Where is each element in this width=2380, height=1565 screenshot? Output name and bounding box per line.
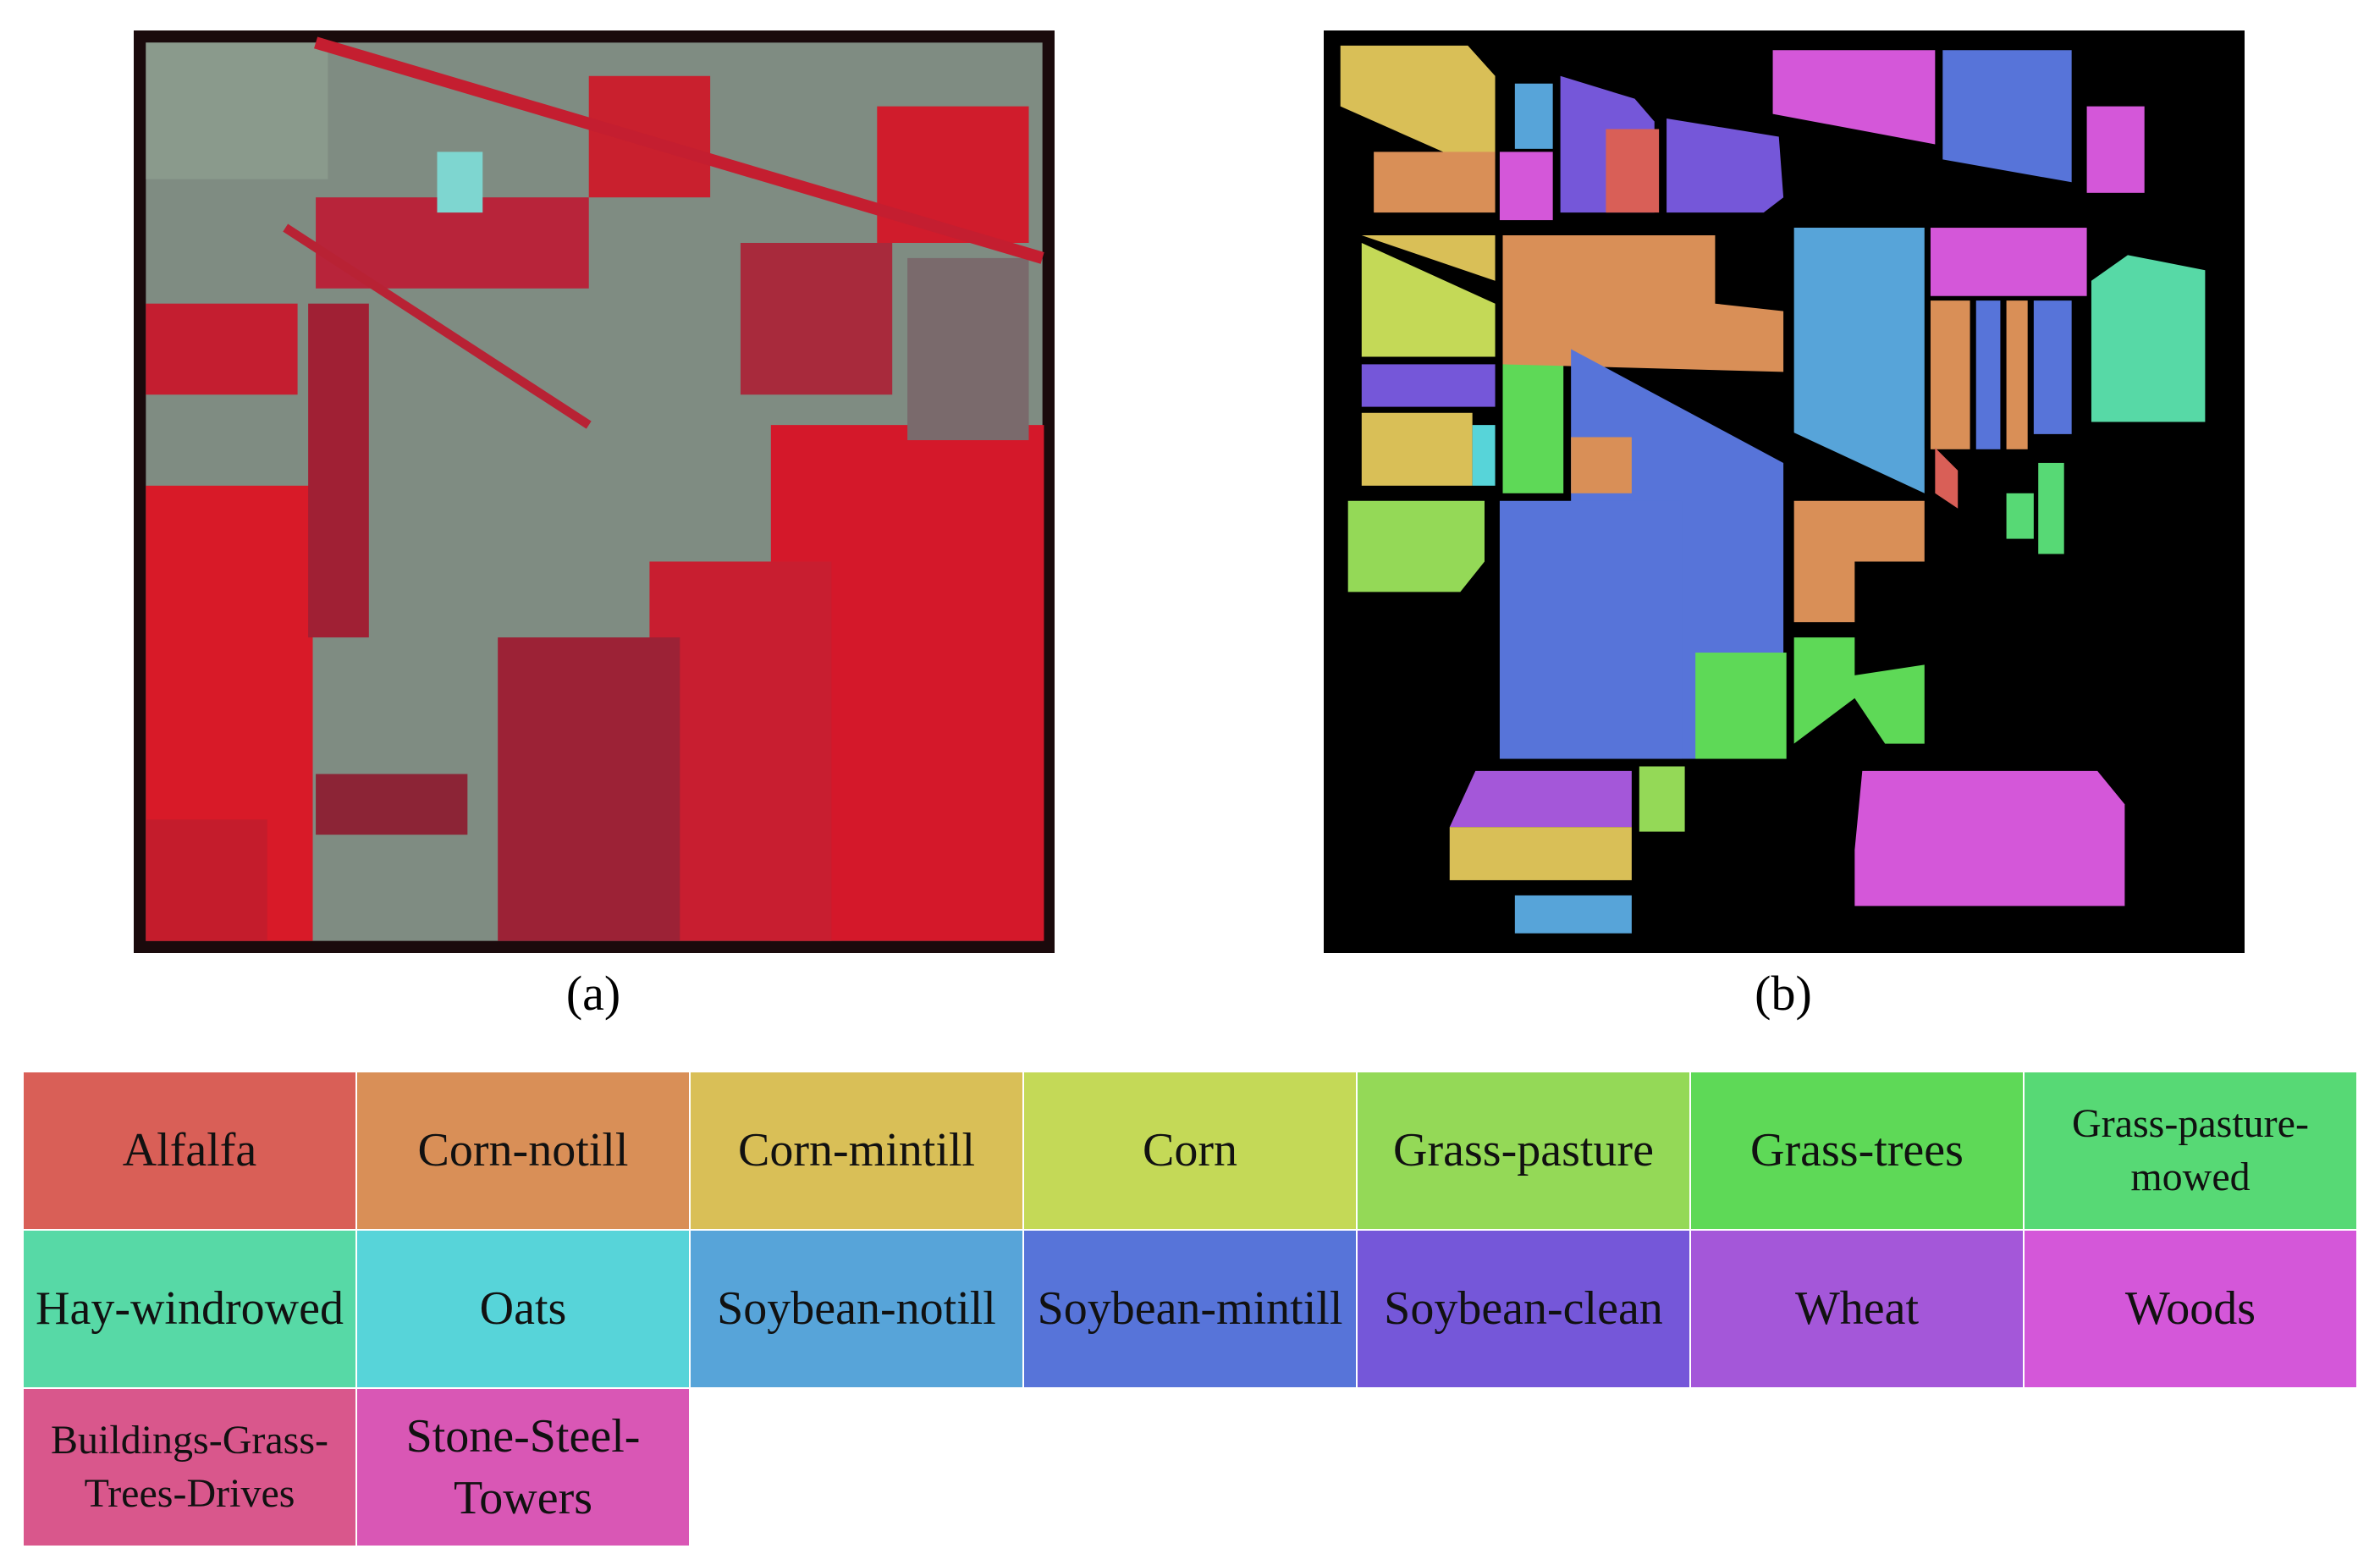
- legend-cell: Hay-windrowed: [23, 1230, 356, 1388]
- class-region: [1942, 50, 2072, 183]
- class-region: [1606, 129, 1660, 213]
- class-region: [1772, 50, 1936, 145]
- class-region: [2091, 255, 2206, 422]
- class-region: [1930, 300, 1970, 449]
- class-region: [1472, 425, 1496, 486]
- class-region: [2033, 300, 2072, 434]
- legend-cell: Wheat: [1690, 1230, 2024, 1388]
- class-region: [1793, 228, 1925, 493]
- legend-cell: Soybean-notill: [690, 1230, 1023, 1388]
- legend-cell: Grass-trees: [1690, 1072, 2024, 1230]
- class-region: [1639, 766, 1685, 832]
- class-region: [1935, 448, 1959, 509]
- class-region: [1667, 118, 1784, 213]
- class-region: [2086, 106, 2145, 193]
- legend-cell: Stone-Steel-Towers: [356, 1388, 690, 1546]
- class-region: [1571, 437, 1632, 493]
- class-region: [2006, 493, 2034, 539]
- class-region: [2038, 462, 2064, 554]
- legend-cell: Woods: [2024, 1230, 2357, 1388]
- legend-cell: Corn-notill: [356, 1072, 690, 1230]
- legend-cell: Soybean-clean: [1357, 1230, 1690, 1388]
- class-region: [1695, 653, 1787, 759]
- class-region: [2006, 300, 2028, 449]
- class-region: [1449, 827, 1632, 880]
- legend-cell: Corn-mintill: [690, 1072, 1023, 1230]
- class-region: [1502, 235, 1784, 372]
- false-color-image: [134, 30, 1055, 953]
- caption: (a): [565, 966, 621, 1021]
- legend-cell: Corn: [1023, 1072, 1357, 1230]
- class-region: [1514, 83, 1553, 149]
- legend-cell: Alfalfa: [23, 1072, 356, 1230]
- class-region: [1361, 235, 1496, 281]
- class-region: [1499, 152, 1553, 221]
- class-region: [1347, 500, 1485, 592]
- class-region: [1514, 895, 1632, 934]
- class-region: [1793, 500, 1925, 623]
- legend-table: Alfalfa Corn-notill Corn-mintill Corn Grass-…: [23, 1072, 2357, 1546]
- class-region: [1361, 364, 1496, 407]
- class-region: [1499, 500, 1683, 759]
- class-region: [1449, 770, 1632, 828]
- class-region: [1930, 228, 2087, 296]
- legend-cell: Grass-pasture-mowed: [2024, 1072, 2357, 1230]
- legend-cell: Soybean-mintill: [1023, 1230, 1357, 1388]
- legend-cell: Oats: [356, 1230, 690, 1388]
- class-region: [1340, 45, 1496, 160]
- class-region: [1361, 412, 1473, 486]
- ground-truth-map: [1324, 30, 2245, 953]
- caption: (b): [1755, 966, 1812, 1021]
- class-region: [1361, 242, 1496, 357]
- legend-cell: Buildings-Grass-Trees-Drives: [23, 1388, 356, 1546]
- class-region: [1793, 637, 1925, 744]
- legend-cell: Grass-pasture: [1357, 1072, 1690, 1230]
- class-region: [1374, 152, 1496, 213]
- class-region: [1975, 300, 2001, 449]
- class-region: [1854, 770, 2125, 906]
